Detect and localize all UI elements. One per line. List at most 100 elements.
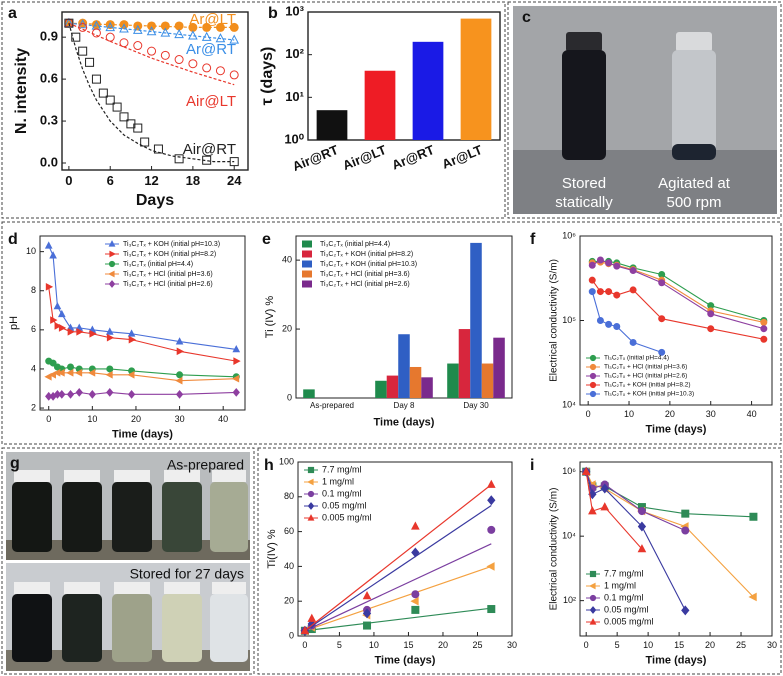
- series-line: [585, 471, 754, 518]
- marker: [175, 337, 184, 345]
- y-tick-label: 8: [31, 285, 36, 295]
- y-axis-label: Electrical conductivity (S/m): [549, 488, 560, 611]
- legend-label: Ti₃C₂Tₓ (initial pH=4.4): [604, 355, 669, 362]
- x-tick-label: 25: [736, 640, 746, 650]
- marker: [119, 38, 129, 48]
- legend-label: Ti₃C₂Tₓ + KOH (initial pH=10.3): [604, 391, 694, 398]
- marker: [600, 483, 609, 494]
- marker: [58, 324, 67, 332]
- legend-marker: [108, 240, 116, 247]
- series-line: [48, 286, 237, 362]
- vial: [12, 594, 52, 662]
- legend-marker: [589, 390, 597, 398]
- x-tick-label: 12: [144, 173, 158, 188]
- marker: [658, 315, 666, 323]
- marker: [49, 251, 57, 259]
- x-tick-label: 5: [337, 640, 342, 650]
- marker: [637, 507, 646, 516]
- marker: [53, 302, 62, 310]
- marker: [91, 74, 101, 84]
- x-tick-label: 25: [472, 640, 482, 650]
- vial: [112, 482, 152, 552]
- marker: [588, 261, 596, 269]
- marker: [681, 605, 690, 616]
- photo-label: Stored for 27 days: [130, 566, 244, 582]
- x-tick-label: 40: [747, 409, 757, 419]
- legend-marker: [307, 490, 315, 498]
- photo-label: As-prepared: [167, 457, 244, 473]
- y-tick-label: 10²: [563, 595, 576, 605]
- vials-top: [12, 470, 248, 552]
- marker: [588, 276, 596, 284]
- marker: [133, 41, 143, 51]
- x-axis-label: Time (days): [374, 416, 435, 428]
- y-axis-label: Ti (IV) %: [264, 296, 276, 339]
- x-tick-label: As-prepared: [310, 401, 354, 410]
- legend-label: 0.1 mg/ml: [604, 592, 644, 602]
- y-tick-label: 10⁰: [284, 131, 304, 146]
- legend-marker: [589, 618, 597, 625]
- marker: [605, 259, 613, 267]
- marker: [681, 509, 690, 518]
- marker: [487, 495, 496, 506]
- marker: [106, 333, 115, 342]
- marker: [128, 335, 136, 344]
- marker: [64, 17, 74, 27]
- marker: [54, 322, 62, 330]
- y-tick-label: 10⁶: [562, 230, 576, 240]
- legend-label: 1 mg/ml: [322, 476, 354, 486]
- x-tick-label: 0: [586, 409, 591, 419]
- photo-g: As-prepared Stored for 27 days g: [6, 452, 250, 671]
- x-tick-label: 0: [46, 414, 51, 424]
- marker: [105, 327, 114, 335]
- legend-marker: [589, 606, 597, 614]
- marker: [45, 283, 54, 291]
- x-tick-label: 0: [302, 640, 307, 650]
- marker: [748, 592, 757, 602]
- legend-marker: [589, 372, 597, 380]
- x-axis-label: Time (days): [646, 423, 707, 435]
- marker: [629, 267, 637, 275]
- vial-cap: [212, 470, 246, 482]
- photo-c: Stored statically Agitated at 500 rpm c: [513, 6, 777, 214]
- vial: [210, 594, 248, 662]
- x-tick-label: 30: [175, 414, 185, 424]
- y-tick-label: 0.3: [40, 112, 58, 127]
- marker: [410, 596, 419, 606]
- marker: [133, 123, 143, 133]
- marker: [160, 50, 170, 60]
- marker: [66, 369, 74, 377]
- y-tick-label: 10⁴: [562, 399, 576, 409]
- vials-bottom: [12, 582, 248, 662]
- legend-label: Ti₃C₂Tₓ (initial pH=4.4): [320, 241, 390, 248]
- x-tick-label: 40: [218, 414, 228, 424]
- marker: [89, 329, 97, 338]
- vial-cap: [114, 582, 150, 594]
- vial-cap: [164, 582, 200, 594]
- legend-marker: [108, 280, 116, 288]
- legend-marker: [589, 363, 597, 371]
- x-tick-label: Air@RT: [290, 142, 340, 174]
- x-tick-label: 10: [643, 640, 653, 650]
- y-tick-label: 0.9: [40, 29, 58, 44]
- x-tick-label: Day 30: [463, 401, 489, 410]
- x-tick-label: 0: [65, 173, 72, 188]
- y-tick-label: 10¹: [285, 89, 304, 104]
- vial-agitated: [672, 50, 716, 160]
- x-tick-label: 15: [674, 640, 684, 650]
- marker: [411, 547, 420, 558]
- marker: [760, 325, 768, 333]
- y-tick-label: 10: [26, 246, 36, 256]
- plot-frame: [579, 461, 773, 637]
- legend-swatch: [302, 250, 312, 258]
- y-axis-label: N. intensity: [13, 48, 30, 134]
- bar: [412, 41, 444, 140]
- marker: [188, 30, 198, 40]
- marker: [147, 21, 157, 31]
- marker: [85, 57, 95, 67]
- plot-frame: [61, 11, 249, 171]
- legend-label: Ti₃C₂Tₓ + HCl (initial pH=3.6): [123, 271, 213, 278]
- x-tick-label: 30: [507, 640, 517, 650]
